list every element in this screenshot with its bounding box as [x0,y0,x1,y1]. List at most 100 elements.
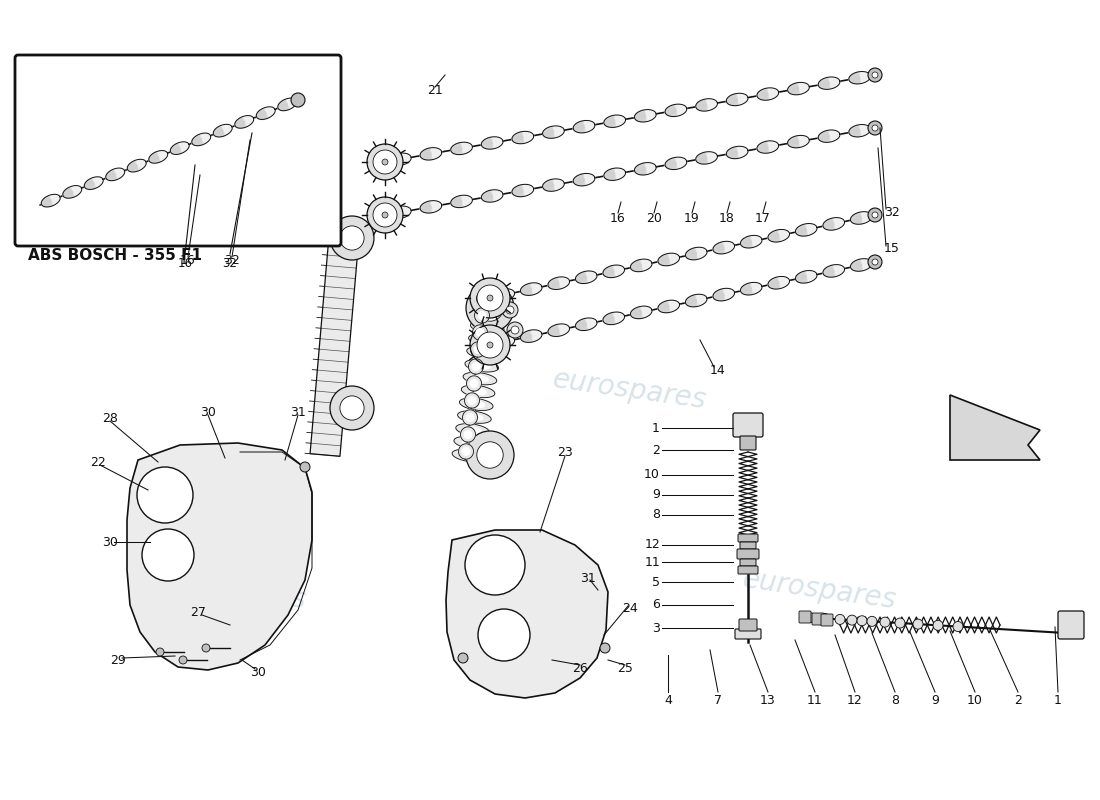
Polygon shape [70,192,73,198]
Polygon shape [64,189,70,192]
Polygon shape [759,147,768,153]
Polygon shape [131,166,136,172]
Polygon shape [550,132,553,138]
Polygon shape [607,117,615,122]
Polygon shape [609,169,615,174]
Polygon shape [849,78,860,82]
Polygon shape [282,100,287,104]
Polygon shape [852,130,860,137]
Polygon shape [178,148,180,154]
Polygon shape [610,318,614,325]
Polygon shape [44,201,51,207]
Circle shape [872,212,878,218]
Polygon shape [516,133,522,138]
Polygon shape [638,164,646,169]
Polygon shape [550,330,559,336]
Polygon shape [148,157,158,159]
Polygon shape [284,100,289,104]
Polygon shape [469,334,503,346]
Polygon shape [67,186,70,192]
Polygon shape [695,254,697,260]
Polygon shape [462,410,477,425]
Polygon shape [481,294,487,302]
Polygon shape [637,165,646,169]
Polygon shape [173,148,179,154]
Polygon shape [688,250,696,254]
Polygon shape [481,311,497,318]
Polygon shape [154,152,158,157]
Polygon shape [668,160,675,163]
Polygon shape [488,143,492,149]
Polygon shape [195,136,201,139]
Polygon shape [496,290,504,295]
Polygon shape [822,136,829,142]
Polygon shape [850,130,860,136]
FancyBboxPatch shape [733,413,763,437]
Polygon shape [257,113,267,115]
Polygon shape [825,221,834,224]
Polygon shape [728,153,737,158]
Polygon shape [278,104,287,110]
Polygon shape [477,337,494,343]
Polygon shape [191,139,201,142]
Polygon shape [192,139,201,145]
Polygon shape [170,148,179,151]
Polygon shape [62,191,70,193]
Polygon shape [43,197,48,201]
Polygon shape [517,138,522,144]
Polygon shape [517,132,522,138]
Polygon shape [660,303,669,306]
Polygon shape [796,230,806,234]
Polygon shape [742,242,751,247]
Polygon shape [581,174,584,180]
Polygon shape [575,278,586,282]
Polygon shape [461,426,475,442]
Text: 1: 1 [652,422,660,434]
Polygon shape [603,271,614,273]
Polygon shape [148,157,158,159]
Polygon shape [750,242,752,248]
Polygon shape [544,182,553,185]
Polygon shape [768,236,779,240]
Polygon shape [196,139,201,146]
Polygon shape [740,241,751,242]
Polygon shape [172,148,179,154]
Polygon shape [830,271,834,277]
Polygon shape [608,313,614,318]
Polygon shape [153,157,158,163]
Polygon shape [280,104,289,105]
Polygon shape [604,122,615,125]
Polygon shape [573,180,584,181]
Polygon shape [757,94,768,95]
Polygon shape [487,138,492,143]
Polygon shape [106,174,116,178]
Polygon shape [513,136,522,138]
Polygon shape [685,301,696,302]
Polygon shape [666,163,675,165]
Polygon shape [796,228,806,230]
Polygon shape [697,158,706,163]
Polygon shape [769,281,779,282]
Polygon shape [428,201,431,207]
Polygon shape [493,295,504,299]
Polygon shape [40,201,48,202]
Polygon shape [428,207,431,213]
Polygon shape [631,312,641,318]
Polygon shape [148,157,158,160]
Polygon shape [234,115,254,128]
Polygon shape [822,83,829,89]
Polygon shape [239,118,244,122]
Polygon shape [471,321,504,334]
Polygon shape [87,183,94,190]
Polygon shape [104,174,114,178]
Polygon shape [214,130,223,133]
Polygon shape [213,130,222,135]
Polygon shape [820,81,829,83]
Text: eurospares: eurospares [741,566,899,614]
Polygon shape [579,126,584,133]
Polygon shape [451,202,462,204]
Circle shape [600,643,610,653]
Polygon shape [528,336,531,342]
Polygon shape [607,122,615,127]
Polygon shape [795,136,799,142]
